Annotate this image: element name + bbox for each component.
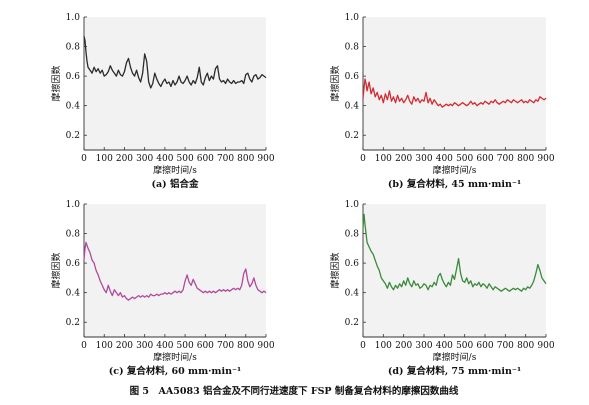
y-tick-label: 1.0 (66, 200, 81, 210)
panel-caption: (d) 复合材料, 75 mm·min⁻¹ (388, 365, 521, 377)
y-tick-label: 0.4 (345, 289, 360, 299)
y-tick-label: 0.6 (66, 259, 81, 269)
x-tick-label: 800 (237, 154, 254, 164)
series-line (362, 213, 547, 292)
plot-area (363, 204, 546, 337)
y-tick-label: 0.4 (66, 289, 81, 299)
plot-area (84, 204, 266, 337)
series-line (83, 241, 267, 301)
x-axis-label: 摩擦时间/s (433, 164, 477, 176)
y-tick-label: 0.4 (345, 102, 360, 112)
y-tick-label: 0.8 (345, 43, 360, 53)
y-axis-label: 摩擦因数 (50, 65, 62, 101)
x-tick-label: 100 (96, 154, 113, 164)
chart-panel-d: 0 100 200 300 400 500 600 700 800 900 0.2 0.4 0.6 0.8… (329, 200, 555, 377)
x-tick-label: 300 (415, 154, 432, 164)
x-tick-label: 400 (436, 341, 453, 351)
x-tick-label: 300 (136, 154, 153, 164)
x-tick-label: 400 (156, 154, 173, 164)
y-tick-label: 0.2 (66, 131, 80, 141)
x-tick-label: 900 (537, 154, 554, 164)
x-tick-label: 800 (237, 341, 254, 351)
y-tick-label: 0.4 (66, 102, 81, 112)
series-line (362, 78, 547, 108)
x-tick-label: 0 (360, 154, 366, 164)
x-tick-label: 600 (476, 154, 493, 164)
y-tick-label: 0.6 (345, 72, 360, 82)
panel-caption: (b) 复合材料, 45 mm·min⁻¹ (388, 178, 521, 190)
y-tick-label: 0.2 (66, 318, 80, 328)
x-tick-label: 500 (177, 154, 194, 164)
y-tick-label: 0.8 (66, 43, 81, 53)
x-axis-label: 摩擦时间/s (433, 351, 477, 363)
y-tick-label: 1.0 (345, 13, 360, 23)
y-tick-label: 0.6 (345, 259, 360, 269)
x-tick-label: 200 (395, 341, 412, 351)
x-tick-label: 800 (517, 341, 534, 351)
x-tick-label: 900 (537, 341, 554, 351)
x-tick-label: 800 (517, 154, 534, 164)
panel-caption: (a) 铝合金 (152, 178, 199, 190)
x-tick-label: 300 (136, 341, 153, 351)
chart-panel-a: 0 100 200 300 400 500 600 700 800 900 0.2 0.4 0.6 0.8… (50, 13, 275, 190)
x-tick-label: 0 (81, 341, 87, 351)
y-tick-label: 0.6 (66, 72, 81, 82)
plot-area (363, 17, 546, 150)
x-tick-label: 700 (497, 154, 514, 164)
x-tick-label: 700 (497, 341, 514, 351)
y-tick-label: 0.2 (345, 131, 359, 141)
chart-panel-c: 0 100 200 300 400 500 600 700 800 900 0.2 0.4 0.6 0.8… (50, 200, 275, 377)
x-tick-label: 600 (197, 341, 214, 351)
panel-caption: (c) 复合材料, 60 mm·min⁻¹ (109, 365, 241, 377)
x-tick-label: 200 (395, 154, 412, 164)
x-tick-label: 200 (116, 341, 133, 351)
chart-panel-b: 0 100 200 300 400 500 600 700 800 900 0.2 0.4 0.6 0.8… (329, 13, 555, 190)
x-tick-label: 200 (116, 154, 133, 164)
x-tick-label: 600 (197, 154, 214, 164)
x-tick-label: 400 (436, 154, 453, 164)
y-tick-label: 0.8 (345, 230, 360, 240)
y-axis-label: 摩擦因数 (329, 65, 341, 101)
x-axis-label: 摩擦时间/s (153, 164, 197, 176)
y-axis-label: 摩擦因数 (329, 252, 341, 288)
y-tick-label: 0.2 (345, 318, 359, 328)
x-tick-label: 900 (257, 154, 274, 164)
x-tick-label: 900 (257, 341, 274, 351)
x-tick-label: 500 (177, 341, 194, 351)
x-tick-label: 600 (476, 341, 493, 351)
x-tick-label: 400 (156, 341, 173, 351)
x-tick-label: 0 (81, 154, 87, 164)
x-tick-label: 500 (456, 341, 473, 351)
x-tick-label: 100 (96, 341, 113, 351)
x-tick-label: 500 (456, 154, 473, 164)
x-tick-label: 100 (375, 341, 392, 351)
x-tick-label: 100 (375, 154, 392, 164)
x-tick-label: 300 (415, 341, 432, 351)
x-axis-label: 摩擦时间/s (153, 351, 197, 363)
series-line (83, 36, 267, 89)
y-tick-label: 1.0 (345, 200, 360, 210)
figure-caption: 图 5 AA5083 铝合金及不同行进速度下 FSP 制备复合材料的摩擦因数曲线 (130, 385, 459, 397)
y-tick-label: 1.0 (66, 13, 81, 23)
y-tick-label: 0.8 (66, 230, 81, 240)
x-tick-label: 0 (360, 341, 366, 351)
x-tick-label: 700 (217, 154, 234, 164)
y-axis-label: 摩擦因数 (50, 252, 62, 288)
x-tick-label: 700 (217, 341, 234, 351)
